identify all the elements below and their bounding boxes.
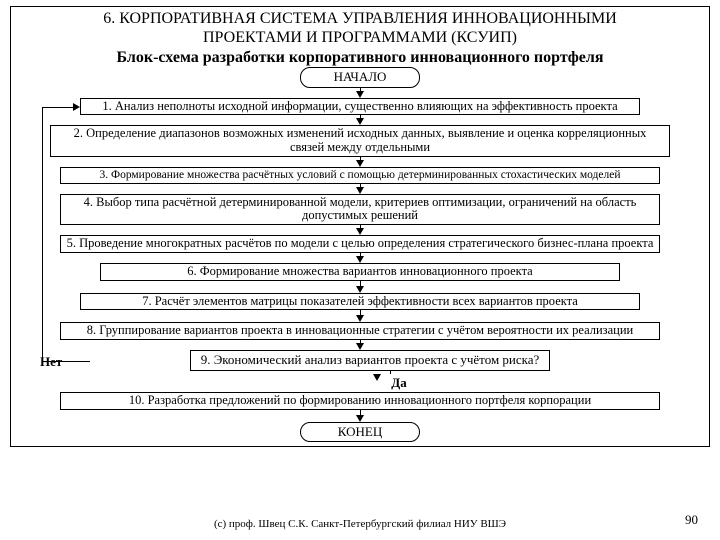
arrow-down-icon xyxy=(356,118,364,125)
page-number: 90 xyxy=(685,512,698,528)
feedback-edge xyxy=(42,361,90,362)
decision-row: Нет 9. Экономический анализ вариантов пр… xyxy=(40,350,680,371)
arrow-down-icon xyxy=(356,343,364,350)
diagram-frame: 6. КОРПОРАТИВНАЯ СИСТЕМА УПРАВЛЕНИЯ ИННО… xyxy=(10,6,710,447)
step-3: 3. Формирование множества расчётных усло… xyxy=(60,167,660,184)
step-10: 10. Разработка предложений по формирован… xyxy=(60,392,660,410)
step-1: 1. Анализ неполноты исходной информации,… xyxy=(80,98,640,116)
step-7: 7. Расчёт элементов матрицы показателей … xyxy=(80,293,640,311)
step-4: 4. Выбор типа расчётной детерминированно… xyxy=(60,194,660,226)
feedback-edge xyxy=(42,107,74,108)
connector xyxy=(390,371,391,374)
arrow-down-icon xyxy=(356,91,364,98)
arrow-down-icon xyxy=(356,228,364,235)
arrow-down-icon xyxy=(356,160,364,167)
step-8: 8. Группирование вариантов проекта в инн… xyxy=(60,322,660,340)
diagram-subtitle: Блок-схема разработки корпоративного инн… xyxy=(17,49,703,67)
yes-branch: Да xyxy=(100,371,680,392)
step-2: 2. Определение диапазонов возможных изме… xyxy=(50,125,670,157)
arrow-right-icon xyxy=(73,103,80,111)
title-line-2: ПРОЕКТАМИ И ПРОГРАММАМИ (КСУИП) xyxy=(17,28,703,47)
arrow-down-icon xyxy=(356,187,364,194)
diagram-title: 6. КОРПОРАТИВНАЯ СИСТЕМА УПРАВЛЕНИЯ ИННО… xyxy=(17,9,703,47)
step-5: 5. Проведение многократных расчётов по м… xyxy=(60,235,660,253)
feedback-edge xyxy=(42,107,43,361)
flowchart: НАЧАЛО 1. Анализ неполноты исходной инфо… xyxy=(40,67,680,442)
arrow-down-icon xyxy=(356,286,364,293)
arrow-down-icon xyxy=(373,374,381,381)
footer-credit: (c) проф. Швец С.К. Санкт-Петербургский … xyxy=(0,518,720,530)
arrow-down-icon xyxy=(356,256,364,263)
title-line-1: 6. КОРПОРАТИВНАЯ СИСТЕМА УПРАВЛЕНИЯ ИННО… xyxy=(17,9,703,28)
start-node: НАЧАЛО xyxy=(300,67,420,87)
step-6: 6. Формирование множества вариантов инно… xyxy=(100,263,620,281)
yes-label: Да xyxy=(391,375,406,390)
step-9-decision: 9. Экономический анализ вариантов проект… xyxy=(190,350,550,371)
arrow-down-icon xyxy=(356,315,364,322)
end-node: КОНЕЦ xyxy=(300,422,420,442)
arrow-down-icon xyxy=(356,415,364,422)
